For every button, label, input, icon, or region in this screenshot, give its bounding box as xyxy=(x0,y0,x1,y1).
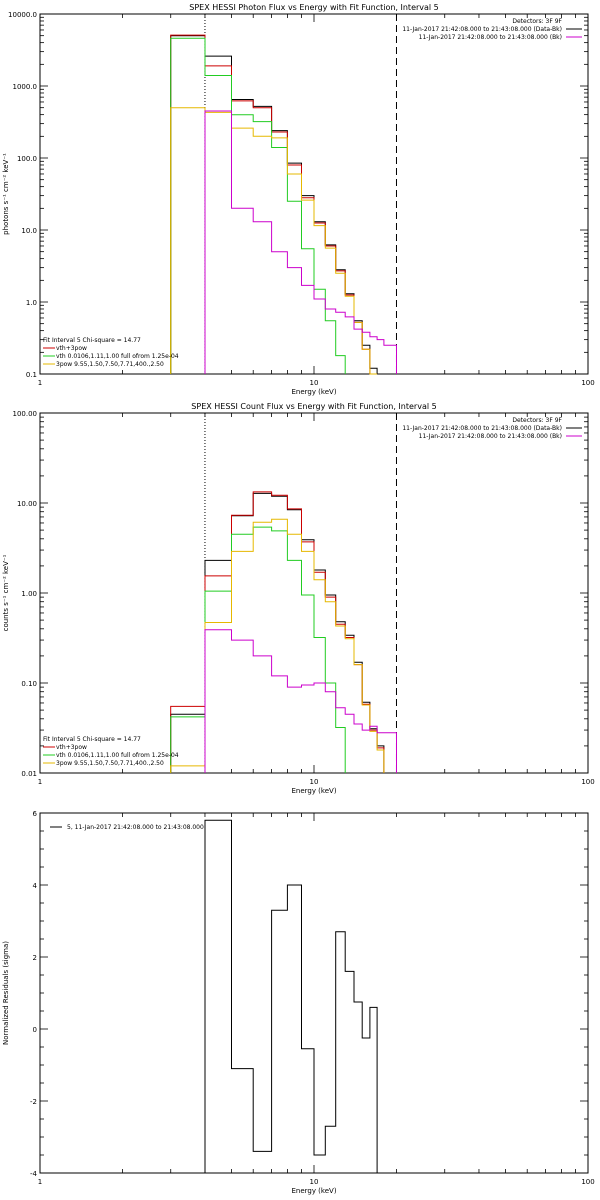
panel-2-legend-line: Fit Interval 5 Chi-square = 14.77 xyxy=(43,736,141,743)
panel-2-y-tick-label: 1.00 xyxy=(21,590,37,598)
panel-1-y-tick-label: 100.0 xyxy=(17,155,37,163)
panel-2-header-line: Detectors: 3F 9F xyxy=(512,417,562,424)
panel-1-series-vth-3pow xyxy=(170,34,378,375)
panel-2-y-tick-label: 0.01 xyxy=(21,770,37,778)
panel-3-x-tick-label: 10 xyxy=(310,1178,319,1186)
panel-1-series-bk xyxy=(204,110,397,374)
panel-1-x-tick-label: 100 xyxy=(581,379,594,387)
panel-2-legend-line: vth+3pow xyxy=(56,744,87,751)
panel-2-y-tick-label: 10.00 xyxy=(17,500,37,508)
panel-3-legend-line: 5, 11-Jan-2017 21:42:08.000 to 21:43:08.… xyxy=(67,824,204,831)
panel-1-header-line: 11-Jan-2017 21:42:08.000 to 21:43:08.000… xyxy=(402,26,562,33)
panel-1-y-axis-label: photons s⁻¹ cm⁻² keV⁻¹ xyxy=(2,153,10,235)
panel-3-y-tick-label: 4 xyxy=(33,882,38,890)
panel-3-y-axis-label: Normalized Residuals (sigma) xyxy=(2,941,10,1045)
panel-2-series-vth xyxy=(170,526,346,773)
panel-3-x-tick-label: 1 xyxy=(38,1178,42,1186)
panel-1-series-data-bk xyxy=(170,35,378,374)
panel-2-y-tick-label: 0.10 xyxy=(21,680,37,688)
panel-1-series-vth xyxy=(170,37,346,374)
panel-1-legend-line: Fit Interval 5 Chi-square = 14.77 xyxy=(43,337,141,344)
panel-1-x-axis-label: Energy (keV) xyxy=(291,388,336,396)
panel-1-x-tick-label: 1 xyxy=(38,379,42,387)
panel-2-plot-frame xyxy=(39,412,589,774)
panel-1-header-line: 11-Jan-2017 21:42:08.000 to 21:43:08.000… xyxy=(419,34,562,41)
panel-2-series-bk xyxy=(204,629,397,773)
panel-2-series-vth-3pow xyxy=(170,491,385,773)
panel-2-y-tick-label: 100.00 xyxy=(13,410,38,418)
panel-1-y-tick-label: 0.1 xyxy=(26,371,37,379)
panel-2-y-axis-label: counts s⁻¹ cm⁻² keV⁻¹ xyxy=(2,554,10,631)
panel-3-x-tick-label: 100 xyxy=(581,1178,594,1186)
panel-1-y-tick-label: 10.0 xyxy=(21,227,37,235)
panel-1-chart-title: SPEX HESSI Photon Flux vs Energy with Fi… xyxy=(189,3,439,12)
panel-2-series-3pow xyxy=(170,518,385,773)
panel-1-x-tick-label: 10 xyxy=(310,379,319,387)
panel-3-x-axis-label: Energy (keV) xyxy=(291,1187,336,1195)
panel-1-y-tick-label: 1.0 xyxy=(26,299,37,307)
panel-1-header-line: Detectors: 3F 9F xyxy=(512,18,562,25)
panel-2-legend-line: 3pow 9.55,1.50,7.50,7.71,400.,2.50 xyxy=(56,760,164,767)
panel-3-y-tick-label: 0 xyxy=(33,1026,37,1034)
panel-3-y-tick-label: 2 xyxy=(33,954,37,962)
panel-2-x-tick-label: 1 xyxy=(38,778,42,786)
panel-3-y-tick-label: -4 xyxy=(30,1170,38,1178)
panel-3-y-tick-label: 6 xyxy=(33,810,38,818)
panel-2-header-line: 11-Jan-2017 21:42:08.000 to 21:43:08.000… xyxy=(419,433,562,440)
panel-2-x-tick-label: 10 xyxy=(310,778,319,786)
panel-1-legend-line: 3pow 9.55,1.50,7.50,7.71,400.,2.50 xyxy=(56,361,164,368)
panel-3-series-residuals xyxy=(204,819,378,1173)
panel-1-plot-frame xyxy=(39,13,589,375)
panel-3-y-tick-label: -2 xyxy=(30,1098,37,1106)
panel-1-legend-line: vth+3pow xyxy=(56,345,87,352)
panel-1-y-tick-label: 10000.0 xyxy=(8,11,37,19)
panel-1-legend-line: vth 0.0106,1.11,1.00 full ofrom 1.25e-04 xyxy=(56,353,179,360)
panel-2-series-data-bk xyxy=(170,492,385,773)
panel-1-y-tick-label: 1000.0 xyxy=(13,83,38,91)
panel-2-x-axis-label: Energy (keV) xyxy=(291,787,336,795)
panel-2-legend-line: vth 0.0106,1.11,1.00 full ofrom 1.25e-04 xyxy=(56,752,179,759)
panel-2-header-line: 11-Jan-2017 21:42:08.000 to 21:43:08.000… xyxy=(402,425,562,432)
panel-2-chart-title: SPEX HESSI Count Flux vs Energy with Fit… xyxy=(191,402,436,411)
panel-2-x-tick-label: 100 xyxy=(581,778,594,786)
